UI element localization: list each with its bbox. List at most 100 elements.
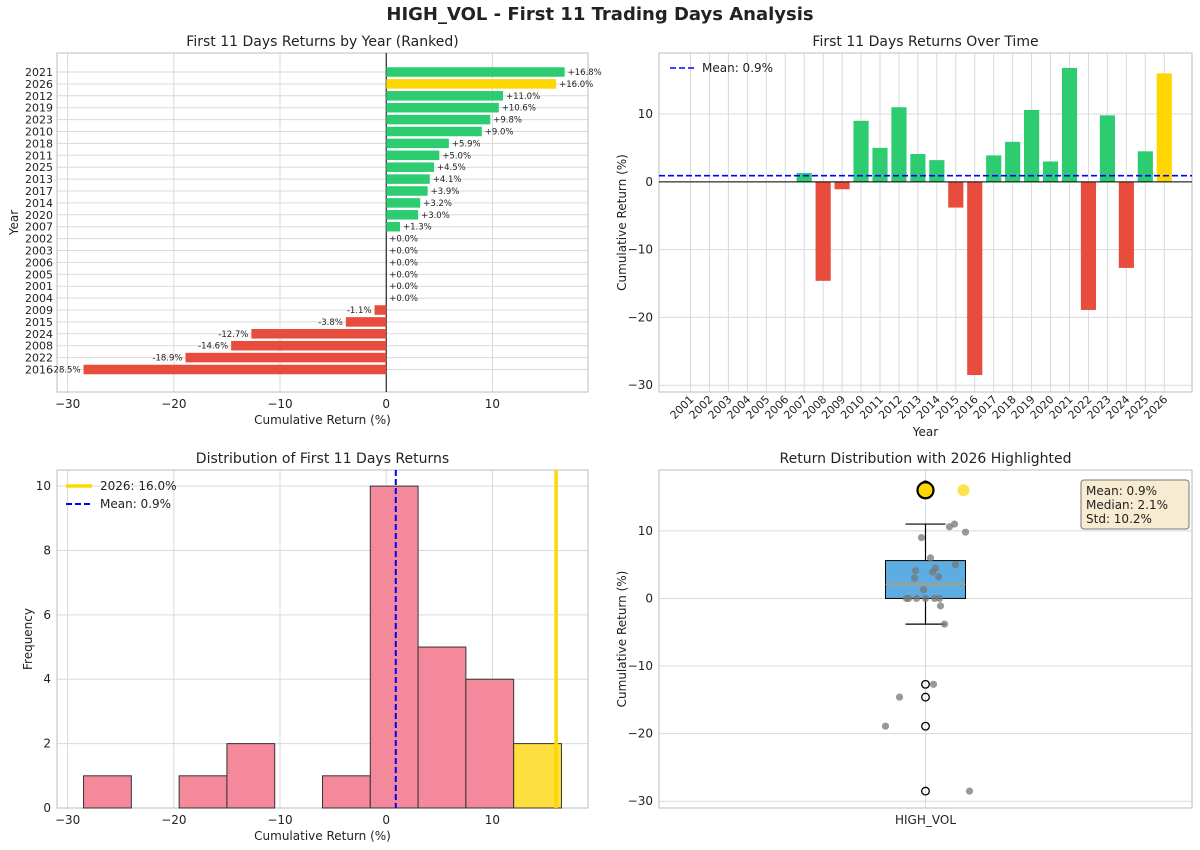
bar <box>386 67 565 77</box>
stats-line: Mean: 0.9% <box>1086 484 1157 498</box>
y-tick-label: −20 <box>628 727 653 741</box>
data-label: +4.1% <box>433 175 462 185</box>
bar <box>374 305 387 315</box>
bar <box>1061 67 1078 182</box>
data-label: +3.0% <box>421 211 450 221</box>
jitter-point <box>895 693 904 701</box>
bar <box>891 107 907 182</box>
y-tick-label: 2026 <box>25 78 53 91</box>
bar <box>386 221 401 232</box>
y-tick-label: 2014 <box>25 197 53 210</box>
jitter-point <box>928 568 937 576</box>
y-tick-label: 4 <box>43 672 51 686</box>
bar <box>986 155 1002 182</box>
bar <box>1005 141 1021 182</box>
data-label: -14.6% <box>198 342 228 352</box>
jitter-point <box>881 722 890 730</box>
x-tick-label: 0 <box>382 813 390 827</box>
jitter-point <box>930 594 939 603</box>
legend-mean-label: Mean: 0.9% <box>100 497 171 511</box>
jitter-point <box>919 586 928 594</box>
stats-line: Median: 2.1% <box>1086 498 1168 512</box>
x-axis-label: Cumulative Return (%) <box>254 413 391 427</box>
x-axis-label: Year <box>912 425 938 439</box>
data-label: -18.9% <box>152 354 182 364</box>
data-label: +0.0% <box>389 270 418 280</box>
bar <box>386 150 440 161</box>
x-axis-label: Cumulative Return (%) <box>254 829 391 843</box>
histogram-bar <box>226 743 276 809</box>
legend-highlight-label: 2026: 16.0% <box>100 479 177 493</box>
y-tick-label: 2016 <box>25 364 53 377</box>
x-tick-label: 0 <box>382 397 390 411</box>
data-label: +10.6% <box>502 104 536 114</box>
bar <box>834 181 850 190</box>
jitter-point <box>951 561 960 569</box>
y-tick-label: 2025 <box>25 161 53 174</box>
y-tick-label: 10 <box>638 107 653 121</box>
x-tick-label: −10 <box>267 397 292 411</box>
ranked-returns-chart: −30 −20 −10 0 10 2021 +16.8% 2026 +16.0% 2012 +11.… <box>7 34 602 427</box>
y-tick-label: 2021 <box>25 66 53 79</box>
y-tick-label: 10 <box>36 479 51 493</box>
bar <box>386 174 430 184</box>
data-label: +0.0% <box>389 235 418 245</box>
bar <box>185 352 387 363</box>
histogram-bar <box>513 743 562 809</box>
data-label: +3.9% <box>431 187 460 197</box>
axes-frame <box>658 469 1193 809</box>
histogram-bar <box>83 775 132 809</box>
x-tick-label: −30 <box>55 397 80 411</box>
bar <box>386 114 491 125</box>
chart-title: First 11 Days Returns Over Time <box>812 34 1038 50</box>
x-tick-label: −20 <box>161 397 186 411</box>
data-label: +5.0% <box>442 151 471 161</box>
bar <box>815 181 831 281</box>
chart-title: First 11 Days Returns by Year (Ranked) <box>186 34 458 50</box>
y-tick-label: 2012 <box>25 90 53 103</box>
y-tick-label: 2 <box>43 737 51 751</box>
data-label: +9.8% <box>493 116 522 126</box>
bar <box>853 120 869 182</box>
x-tick-label: 10 <box>485 397 500 411</box>
y-tick-label: 2008 <box>25 340 53 353</box>
bar <box>386 102 499 113</box>
y-tick-label: 2009 <box>25 304 53 317</box>
returns-histogram-chart: −30 −20 −10 0 10 0 2 4 6 8 10 2026: 16.0% Mean: 0.9%… <box>21 451 589 843</box>
data-label: +3.2% <box>423 199 452 209</box>
x-tick-label: −30 <box>55 813 80 827</box>
histogram-bar <box>417 646 467 809</box>
chart-title: Return Distribution with 2026 Highlighte… <box>780 451 1072 467</box>
jitter-point <box>929 680 938 688</box>
data-label: +1.3% <box>403 223 432 233</box>
jitter-point <box>921 594 930 603</box>
bar <box>386 162 435 172</box>
jitter-point <box>910 574 919 582</box>
data-label: -1.1% <box>347 306 372 316</box>
bar <box>386 210 419 220</box>
histogram-bar <box>322 775 371 809</box>
jitter-point <box>950 520 959 528</box>
y-tick-label: 2022 <box>25 352 53 365</box>
bar <box>386 91 504 101</box>
y-tick-label: 2002 <box>25 233 53 246</box>
data-label: +0.0% <box>389 247 418 257</box>
y-tick-label: 2018 <box>25 137 53 150</box>
jitter-point <box>934 573 943 581</box>
stats-box <box>1080 479 1190 530</box>
x-tick-label: HIGH_VOL <box>895 813 956 827</box>
y-axis-label: Cumulative Return (%) <box>615 571 629 708</box>
outlier-marker <box>921 692 930 702</box>
bar <box>386 79 557 89</box>
bar <box>251 329 387 339</box>
legend-mean-label: Mean: 0.9% <box>702 61 773 75</box>
data-label: +0.0% <box>389 282 418 292</box>
bar <box>872 147 888 182</box>
histogram-bar <box>465 678 515 809</box>
axes-frame <box>658 52 1193 393</box>
jitter-point <box>904 594 913 603</box>
y-tick-label: −10 <box>628 243 653 257</box>
bar <box>1156 73 1172 182</box>
jitter-point <box>936 602 945 610</box>
